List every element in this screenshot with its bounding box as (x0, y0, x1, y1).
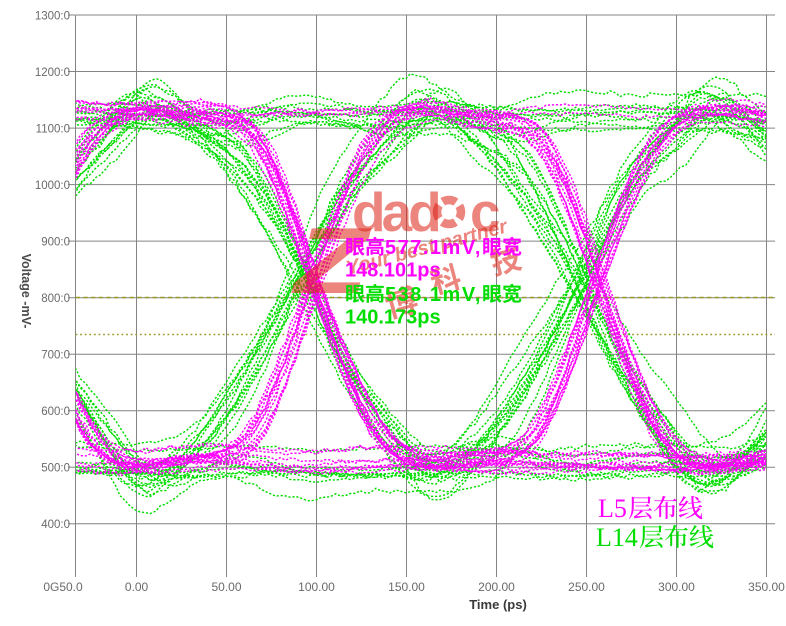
svg-text:350.00: 350.00 (748, 580, 785, 594)
svg-text:577.1mV,: 577.1mV, (385, 237, 482, 259)
svg-text:600:0: 600:0 (41, 406, 70, 418)
svg-text:800:0: 800:0 (41, 293, 70, 305)
svg-text:538.1mV,: 538.1mV, (385, 284, 482, 306)
svg-text:1200:0: 1200:0 (35, 67, 70, 79)
svg-text:148.101ps: 148.101ps (345, 260, 441, 282)
svg-text:0G50.0: 0G50.0 (43, 580, 83, 594)
svg-text:0.00: 0.00 (125, 580, 149, 594)
svg-text:140.173ps: 140.173ps (345, 307, 441, 329)
svg-text:700:0: 700:0 (41, 350, 70, 362)
svg-text:150.00: 150.00 (388, 580, 425, 594)
svg-text:Time (ps): Time (ps) (469, 597, 527, 612)
svg-text:1300:0: 1300:0 (35, 10, 70, 22)
svg-text:L5: L5 (598, 494, 627, 523)
svg-text:400:0: 400:0 (41, 519, 70, 531)
svg-text:500:0: 500:0 (41, 463, 70, 475)
svg-text:1000:0: 1000:0 (35, 180, 70, 192)
svg-text:900:0: 900:0 (41, 236, 70, 248)
svg-text:300.00: 300.00 (658, 580, 695, 594)
svg-text:200.00: 200.00 (478, 580, 515, 594)
svg-text:dad: dad (352, 181, 438, 243)
svg-text:250.00: 250.00 (568, 580, 605, 594)
svg-text:Voltage -mV-: Voltage -mV- (19, 254, 33, 329)
svg-text:1100:0: 1100:0 (36, 123, 70, 135)
svg-text:c: c (470, 181, 501, 243)
svg-text:50.00: 50.00 (211, 580, 241, 594)
svg-text:100.00: 100.00 (298, 580, 335, 594)
svg-text:L14: L14 (596, 523, 638, 552)
